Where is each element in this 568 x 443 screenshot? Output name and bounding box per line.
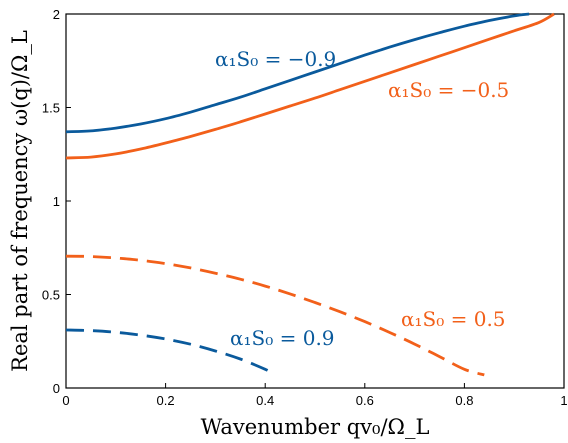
y-tick-label: 0.5 — [42, 288, 60, 303]
annotation-pos-0-5: α₁S₀ = 0.5 — [401, 307, 506, 331]
x-tick-label: 0 — [62, 393, 69, 408]
annotation-neg-0-5: α₁S₀ = −0.5 — [388, 78, 509, 102]
series-layer — [65, 12, 555, 377]
series-line-0 — [65, 12, 530, 134]
series-line-3 — [65, 328, 276, 377]
x-tick-label: 0.6 — [356, 393, 374, 408]
annotation-pos-0-9: α₁S₀ = 0.9 — [230, 326, 335, 350]
tick-layer: 0 0.2 0.4 0.6 0.8 1 0 0.5 1 1.5 2 — [42, 7, 568, 408]
x-tick-label: 0.8 — [455, 393, 473, 408]
y-tick-label: 0 — [53, 381, 60, 396]
y-tick-label: 2 — [53, 7, 60, 22]
x-tick-label: 1 — [560, 393, 567, 408]
series-line-2 — [65, 254, 485, 377]
y-tick-label: 1 — [53, 194, 60, 209]
x-axis-title: Wavenumber qv₀/Ω_L — [201, 415, 430, 439]
y-axis-title: Real part of frequency ω(q)/Ω_L — [8, 30, 32, 372]
y-tick-label: 1.5 — [42, 101, 60, 116]
series-line-1 — [65, 12, 555, 160]
x-tick-label: 0.2 — [157, 393, 175, 408]
annotation-neg-0-9: α₁S₀ = −0.9 — [215, 47, 336, 71]
x-tick-label: 0.4 — [256, 393, 274, 408]
